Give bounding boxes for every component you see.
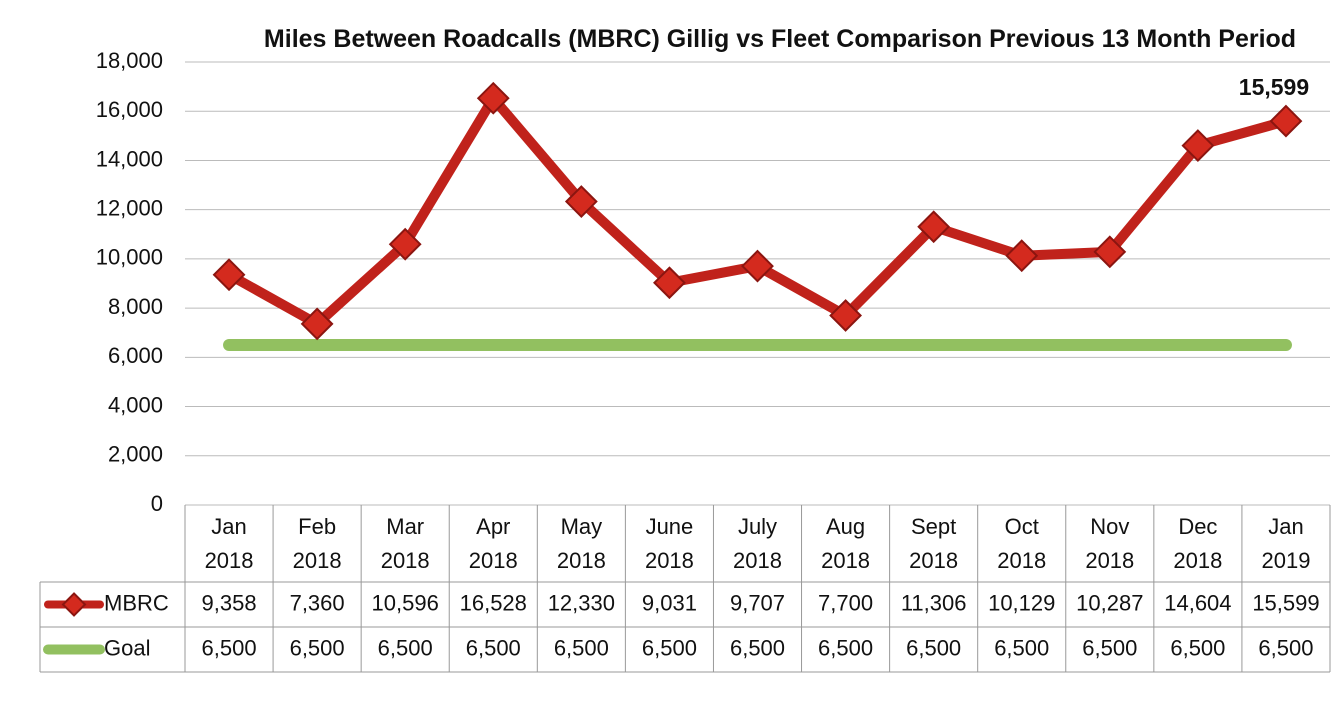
table-value: 6,500 xyxy=(554,635,609,660)
y-tick-label: 6,000 xyxy=(108,343,163,368)
x-tick-label: July 2018 xyxy=(733,514,782,573)
x-tick-label: Aug 2018 xyxy=(821,514,871,573)
table-value: 6,500 xyxy=(1258,635,1313,660)
table-value: 6,500 xyxy=(994,635,1049,660)
x-tick-label: May 2018 xyxy=(556,514,606,573)
y-tick-label: 4,000 xyxy=(108,392,163,417)
table-value: 10,596 xyxy=(372,590,439,615)
table-value: 10,129 xyxy=(988,590,1055,615)
x-tick-label: Feb 2018 xyxy=(292,514,342,573)
legend-label: Goal xyxy=(104,635,150,660)
x-tick-label: Mar 2018 xyxy=(380,514,430,573)
table-value: 7,700 xyxy=(818,590,873,615)
y-tick-label: 10,000 xyxy=(96,245,163,270)
y-tick-label: 8,000 xyxy=(108,294,163,319)
marker xyxy=(653,266,686,300)
table-value: 6,500 xyxy=(466,635,521,660)
x-tick-label: Jan 2019 xyxy=(1261,514,1311,573)
marker xyxy=(1005,239,1039,273)
y-tick-label: 2,000 xyxy=(108,442,163,467)
marker xyxy=(741,249,774,283)
y-tick-label: 18,000 xyxy=(96,48,163,73)
series-line xyxy=(224,93,1291,329)
table-value: 12,330 xyxy=(548,590,615,615)
table-value: 15,599 xyxy=(1252,590,1319,615)
data-label: 15,599 xyxy=(1239,74,1309,100)
x-tick-label: Jan 2018 xyxy=(204,514,254,573)
table-value: 7,360 xyxy=(290,590,345,615)
marker xyxy=(1269,104,1303,138)
chart-title: Miles Between Roadcalls (MBRC) Gillig vs… xyxy=(263,25,1297,53)
marker xyxy=(917,210,951,244)
marker xyxy=(829,299,862,332)
table-value: 6,500 xyxy=(378,635,433,660)
y-tick-label: 0 xyxy=(151,491,163,516)
marker xyxy=(564,185,598,218)
title-box: Miles Between Roadcalls (MBRC) Gillig vs… xyxy=(263,25,1297,53)
legend-label: MBRC xyxy=(104,590,169,615)
table-value: 6,500 xyxy=(818,635,873,660)
table-value: 9,031 xyxy=(642,590,697,615)
table-value: 6,500 xyxy=(906,635,961,660)
x-tick-label: Oct 2018 xyxy=(997,514,1047,573)
x-tick-label: Sept 2018 xyxy=(909,514,959,573)
y-tick-label: 14,000 xyxy=(96,146,163,171)
x-tick-label: Dec 2018 xyxy=(1173,514,1223,573)
table-value: 16,528 xyxy=(460,590,527,615)
y-tick-label: 12,000 xyxy=(96,195,163,220)
table-value: 14,604 xyxy=(1164,590,1231,615)
marker xyxy=(1181,129,1215,162)
legend-marker xyxy=(61,592,87,617)
table-value: 9,707 xyxy=(730,590,785,615)
table-value: 9,358 xyxy=(202,590,257,615)
table-value: 6,500 xyxy=(730,635,785,660)
table-value: 6,500 xyxy=(1170,635,1225,660)
y-tick-label: 16,000 xyxy=(96,97,163,122)
marker xyxy=(476,81,510,115)
table-value: 6,500 xyxy=(202,635,257,660)
x-tick-label: Apr 2018 xyxy=(468,514,518,573)
marker xyxy=(212,258,246,292)
table-value: 6,500 xyxy=(1082,635,1137,660)
x-tick-label: Nov 2018 xyxy=(1085,514,1135,573)
marker xyxy=(1093,235,1127,269)
table-value: 11,306 xyxy=(901,590,967,615)
marker xyxy=(300,307,334,341)
table-value: 6,500 xyxy=(290,635,345,660)
table-value: 6,500 xyxy=(642,635,697,660)
x-tick-label: June 2018 xyxy=(644,514,694,573)
marker xyxy=(388,227,422,261)
table-value: 10,287 xyxy=(1076,590,1143,615)
